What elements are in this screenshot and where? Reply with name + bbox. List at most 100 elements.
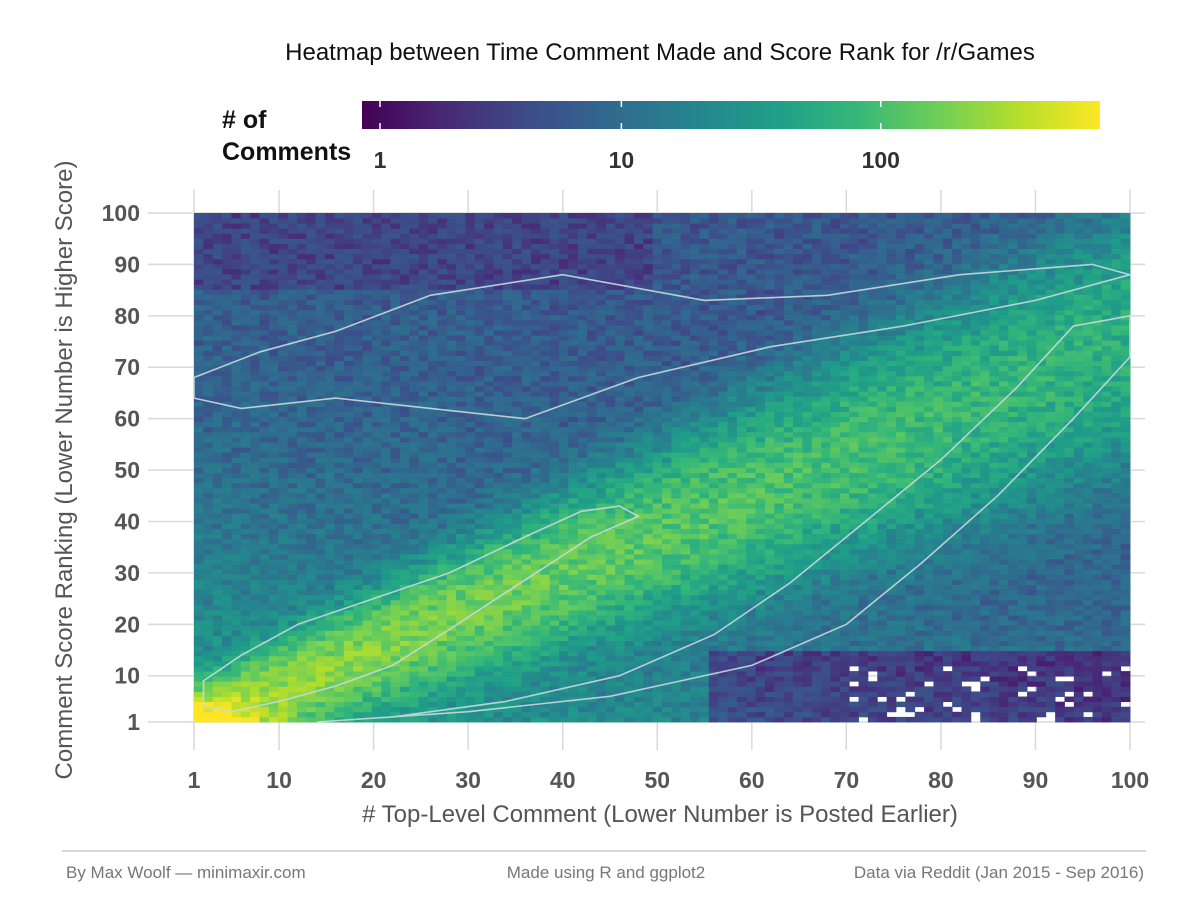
heatmap-cell [203,711,214,718]
heatmap-cell [409,487,420,494]
heatmap-cell [530,660,541,667]
heatmap-cell [240,574,251,580]
heatmap-cell [399,518,410,524]
heatmap-cell [577,513,588,519]
heatmap-cell [437,309,448,316]
heatmap-cell [502,584,513,591]
heatmap-cell [278,701,288,708]
heatmap-cell [549,396,560,402]
heatmap-cell [577,436,588,443]
heatmap-cell [605,671,616,677]
heatmap-cell [437,263,448,270]
heatmap-cell [240,436,251,443]
heatmap-cell [559,258,569,265]
heatmap-cell [484,681,494,687]
heatmap-cell [353,223,363,229]
heatmap-cell [381,304,391,311]
heatmap-cell [559,289,569,295]
heatmap-cell [418,620,429,626]
heatmap-cell [325,426,335,433]
heatmap-cell [222,223,232,229]
heatmap-cell [222,666,232,672]
heatmap-cell [250,431,260,438]
heatmap-cell [287,564,298,570]
heatmap-cell [540,630,551,636]
heatmap-cell [306,442,317,448]
heatmap-cell [484,268,494,275]
heatmap-cell [409,482,420,489]
heatmap-cell [446,365,457,372]
heatmap-cell [633,477,644,484]
heatmap-cell [568,391,579,397]
heatmap-cell [343,594,354,601]
heatmap-cell [390,701,401,708]
heatmap-cell [362,324,373,331]
heatmap-cell [194,335,204,341]
heatmap-cell [456,426,466,433]
heatmap-cell [250,386,260,392]
heatmap-cell [540,477,551,484]
heatmap-cell [587,401,597,407]
heatmap-cell [240,554,251,560]
heatmap-cell [409,620,420,626]
heatmap-cell [371,416,382,423]
heatmap-cell [343,559,354,565]
heatmap-cell [381,503,391,509]
heatmap-cell [250,508,260,514]
heatmap-cell [268,258,279,265]
heatmap-cell [306,289,317,295]
heatmap-cell [399,386,410,392]
heatmap-cell [596,416,607,423]
heatmap-cell [587,701,597,708]
heatmap-cell [530,518,541,524]
heatmap-cell [325,584,335,591]
heatmap-cell [456,386,466,392]
heatmap-cell [231,268,242,275]
heatmap-cell [287,284,298,290]
heatmap-cell [502,701,513,708]
heatmap-cell [465,676,476,682]
heatmap-cell [390,274,401,280]
heatmap-cell [362,691,373,697]
heatmap-cell [652,589,663,596]
heatmap-cell [203,350,214,356]
heatmap-cell [203,268,214,275]
heatmap-cell [465,615,476,621]
heatmap-cell [296,243,307,250]
heatmap-cell [493,284,504,290]
heatmap-cell [334,574,345,580]
heatmap-cell [652,503,663,509]
heatmap-cell [530,620,541,626]
heatmap-cell [549,589,560,596]
heatmap-cell [409,365,420,372]
heatmap-cell [456,604,466,611]
heatmap-cell [409,528,420,535]
heatmap-cell [540,457,551,463]
heatmap-cell [484,564,494,570]
heatmap-cell [437,533,448,540]
heatmap-cell [633,594,644,601]
heatmap-cell [530,640,541,647]
heatmap-cell [540,716,551,723]
heatmap-cell [549,360,560,367]
heatmap-cell [502,564,513,570]
heatmap-cell [222,604,232,611]
heatmap-cell [605,350,616,356]
heatmap-cell [212,457,223,463]
heatmap-cell [306,340,317,346]
heatmap-cell [446,253,457,260]
heatmap-cell [287,650,298,657]
heatmap-cell [624,584,635,591]
heatmap-cell [624,406,635,412]
heatmap-cell [456,304,466,311]
heatmap-cell [315,635,326,641]
heatmap-cell [212,243,223,250]
heatmap-cell [362,548,373,555]
heatmap-cell [596,564,607,570]
heatmap-cell [512,625,522,631]
heatmap-cell [456,691,466,697]
heatmap-cell [446,620,457,626]
heatmap-cell [530,559,541,565]
heatmap-cell [521,630,532,636]
heatmap-cell [381,330,391,336]
